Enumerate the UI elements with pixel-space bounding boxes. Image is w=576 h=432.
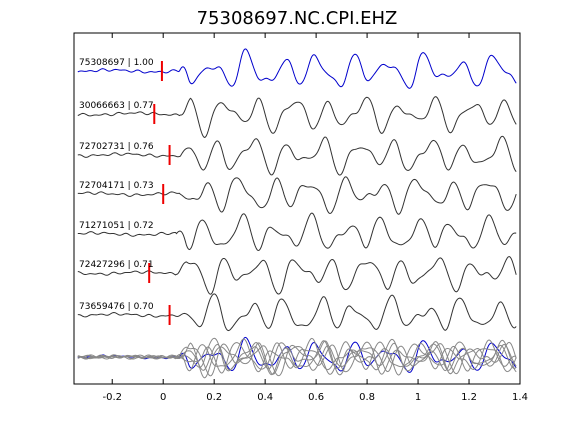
trace-line-71271051 <box>77 212 517 252</box>
trace-line-72427296 <box>77 256 517 295</box>
trace-line-75308697 <box>77 48 517 89</box>
trace-line-30066663 <box>77 96 517 138</box>
x-axis: -0.2 0 0.2 0.4 0.6 0.8 1 1.2 1.4 <box>102 33 528 403</box>
x-tick-label: 0.8 <box>359 392 375 403</box>
trace-label-72702731: 72702731 | 0.76 <box>79 142 154 152</box>
trace-line-73659476 <box>77 293 517 332</box>
trace-label-75308697: 75308697 | 1.00 <box>79 58 154 68</box>
x-tick-label: -0.2 <box>102 392 122 403</box>
trace-label-72427296: 72427296 | 0.71 <box>79 260 154 270</box>
trace-line-72702731 <box>77 135 517 176</box>
trace-label-73659476: 73659476 | 0.70 <box>79 302 154 312</box>
x-tick-label: 1 <box>415 392 421 403</box>
x-tick-label: 0.2 <box>206 392 222 403</box>
stack-overlay-line-71271051 <box>77 337 517 373</box>
plot-frame <box>73 32 521 385</box>
x-tick-label: 0.4 <box>257 392 273 403</box>
labels-layer: 75308697 | 1.00 30066663 | 0.77 72702731 |… <box>79 58 154 312</box>
x-tick-label: 0 <box>160 392 166 403</box>
x-tick-label: 0.6 <box>308 392 324 403</box>
stack-overlay-line-72427296 <box>77 341 517 377</box>
stack-overlay <box>77 336 517 379</box>
trace-line-72704171 <box>77 176 517 215</box>
x-tick-label: 1.4 <box>512 392 528 403</box>
picks-layer <box>148 61 171 325</box>
chart-title: 75308697.NC.CPI.EHZ <box>197 8 398 29</box>
trace-label-30066663: 30066663 | 0.77 <box>79 101 154 111</box>
trace-label-71271051: 71271051 | 0.72 <box>79 221 154 231</box>
stack-overlay-line-72702731 <box>77 339 517 376</box>
stack-overlay-line-73659476 <box>77 337 517 372</box>
trace-label-72704171: 72704171 | 0.73 <box>79 181 154 191</box>
traces-layer <box>77 48 517 332</box>
x-tick-label: 1.2 <box>461 392 477 403</box>
